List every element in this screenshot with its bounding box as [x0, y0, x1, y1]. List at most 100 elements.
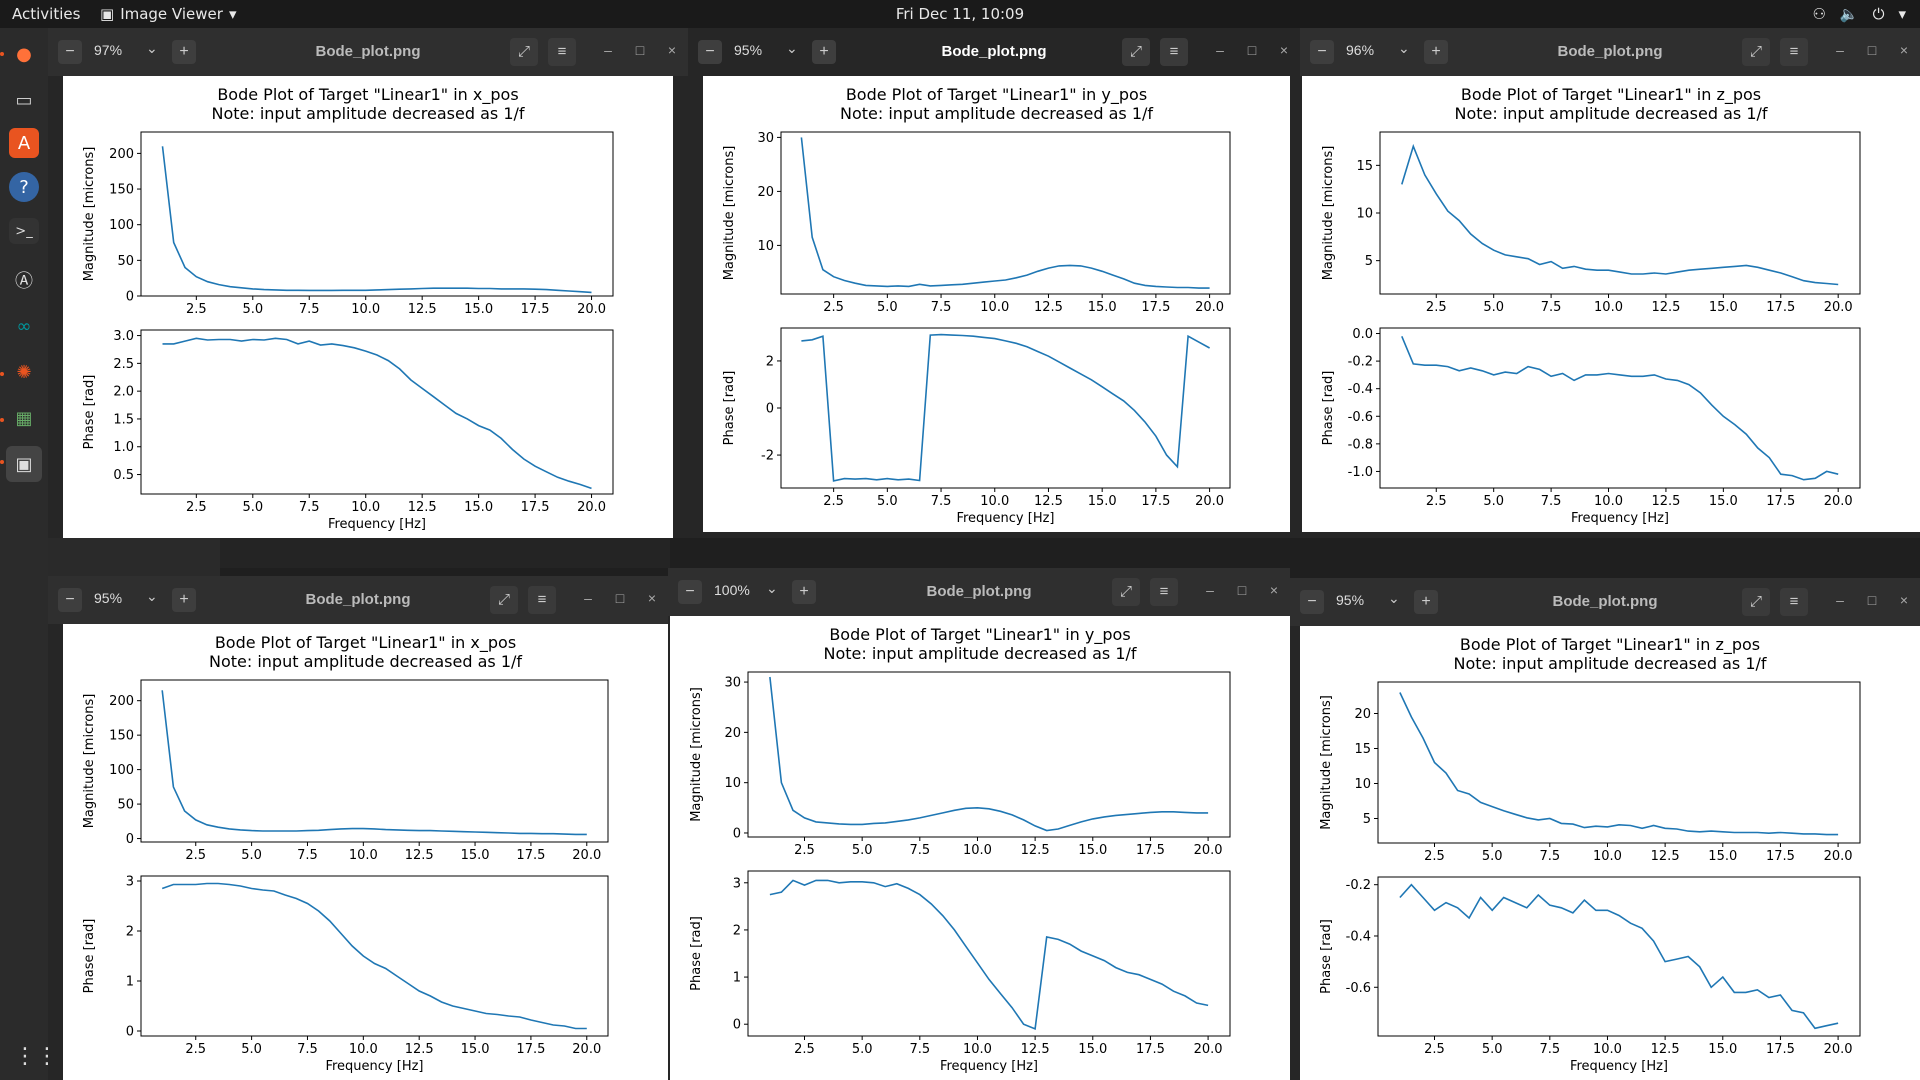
zoom-out-button[interactable]: − [58, 40, 82, 64]
zoom-out-button[interactable]: − [58, 588, 82, 612]
zoom-level[interactable]: 97% [94, 42, 123, 58]
firefox-icon[interactable]: ● [16, 43, 32, 65]
menu-button[interactable]: ≡ [1780, 38, 1808, 66]
clock[interactable]: Fri Dec 11, 10:09 [895, 5, 1025, 23]
app-menu[interactable]: ▣ Image Viewer ▾ [100, 5, 236, 23]
maximize-icon[interactable]: □ [1237, 582, 1247, 598]
image-viewer-window[interactable]: −95% ⌄ + Bode_plot.png ⤢ ≡ – □ × Bode Plot of Tar… [1290, 578, 1920, 1080]
accessibility-icon[interactable]: ⚇ [1812, 5, 1826, 23]
image-viewport[interactable]: Bode Plot of Target "Linear1" in y_pos No… [668, 616, 1290, 1080]
fullscreen-button[interactable]: ⤢ [490, 586, 518, 614]
fullscreen-button[interactable]: ⤢ [1742, 588, 1770, 616]
settings-gear-icon[interactable]: ✺ [16, 361, 32, 383]
close-icon[interactable]: × [1279, 42, 1289, 58]
minimize-icon[interactable]: – [1836, 42, 1844, 58]
system-tray[interactable]: ⚇ 🔈 ⏻ ▾ [1812, 5, 1906, 23]
x-tick-label: 10.0 [1594, 494, 1623, 509]
image-viewport[interactable]: Bode Plot of Target "Linear1" in x_pos No… [48, 624, 668, 1080]
maximize-icon[interactable]: □ [1867, 592, 1877, 608]
close-icon[interactable]: × [1899, 42, 1909, 58]
maximize-icon[interactable]: □ [1247, 42, 1257, 58]
image-viewer-icon[interactable]: ▣ [6, 446, 42, 482]
zoom-out-button[interactable]: − [1310, 40, 1334, 64]
minimize-icon[interactable]: – [584, 590, 592, 606]
y-tick-label: -0.2 [1348, 355, 1373, 370]
zoom-in-button[interactable]: + [172, 40, 196, 64]
menu-button[interactable]: ≡ [1150, 578, 1178, 606]
x-tick-label: 15.0 [1709, 300, 1738, 315]
terminal-icon[interactable]: >_ [9, 218, 39, 244]
x-tick-label: 5.0 [877, 494, 898, 509]
zoom-out-button[interactable]: − [698, 40, 722, 64]
files-icon[interactable]: ▭ [15, 89, 33, 111]
magnitude-axes-frame [140, 131, 614, 297]
image-viewport[interactable]: Bode Plot of Target "Linear1" in x_pos No… [48, 76, 688, 538]
image-viewer-window[interactable]: −97% ⌄ + Bode_plot.png ⤢ ≡ – □ × Bode Plot of Tar… [48, 28, 688, 538]
close-icon[interactable]: × [1899, 592, 1909, 608]
zoom-level[interactable]: 95% [1336, 592, 1365, 608]
minimize-icon[interactable]: – [1206, 582, 1214, 598]
updater-icon[interactable]: Ⓐ [15, 271, 33, 292]
zoom-out-button[interactable]: − [1300, 590, 1324, 614]
activities-button[interactable]: Activities [12, 5, 81, 23]
zoom-level[interactable]: 95% [94, 590, 123, 606]
chevron-down-icon[interactable]: ⌄ [146, 40, 158, 56]
maximize-icon[interactable]: □ [615, 590, 625, 606]
minimize-icon[interactable]: – [1216, 42, 1224, 58]
chevron-down-icon[interactable]: ⌄ [1388, 590, 1400, 606]
chevron-down-icon[interactable]: ⌄ [146, 588, 158, 604]
volume-icon[interactable]: 🔈 [1839, 5, 1859, 23]
image-viewer-window[interactable]: −96% ⌄ + Bode_plot.png ⤢ ≡ – □ × Bode Plot of Tar… [1300, 28, 1920, 538]
zoom-level[interactable]: 95% [734, 42, 763, 58]
zoom-level[interactable]: 100% [714, 582, 750, 598]
zoom-in-button[interactable]: + [792, 580, 816, 604]
maximize-icon[interactable]: □ [635, 42, 645, 58]
close-icon[interactable]: × [667, 42, 677, 58]
menu-button[interactable]: ≡ [1160, 38, 1188, 66]
image-viewport[interactable]: Bode Plot of Target "Linear1" in z_pos No… [1290, 626, 1920, 1080]
chevron-down-icon[interactable]: ▾ [1898, 5, 1906, 23]
chart-title-line: Bode Plot of Target "Linear1" in z_pos [1461, 85, 1761, 105]
image-viewer-window[interactable]: −95% ⌄ + Bode_plot.png ⤢ ≡ – □ × Bode Plot of Tar… [688, 28, 1300, 538]
zoom-in-button[interactable]: + [812, 40, 836, 64]
maximize-icon[interactable]: □ [1867, 42, 1877, 58]
y-tick-label: 1.0 [113, 440, 134, 455]
circuit-board-icon[interactable]: ▦ [15, 407, 33, 429]
zoom-in-button[interactable]: + [172, 588, 196, 612]
zoom-out-button[interactable]: − [678, 580, 702, 604]
arduino-icon[interactable]: ∞ [16, 315, 32, 337]
x-tick-label: 12.5 [1034, 494, 1063, 509]
zoom-in-button[interactable]: + [1424, 40, 1448, 64]
header-bar: −95% ⌄ + Bode_plot.png ⤢ ≡ – □ × [48, 576, 668, 624]
magnitude-series-line [769, 676, 1209, 832]
fullscreen-button[interactable]: ⤢ [510, 38, 538, 66]
minimize-icon[interactable]: – [1836, 592, 1844, 608]
zoom-level[interactable]: 96% [1346, 42, 1375, 58]
x-tick-label: 15.0 [1078, 1042, 1107, 1057]
power-icon[interactable]: ⏻ [1872, 5, 1885, 23]
y-tick-label: -1.0 [1348, 465, 1373, 480]
image-viewport[interactable]: Bode Plot of Target "Linear1" in z_pos No… [1300, 76, 1920, 538]
fullscreen-button[interactable]: ⤢ [1122, 38, 1150, 66]
minimize-icon[interactable]: – [604, 42, 612, 58]
image-viewport[interactable]: Bode Plot of Target "Linear1" in y_pos No… [688, 76, 1300, 538]
menu-button[interactable]: ≡ [1780, 588, 1808, 616]
chevron-down-icon[interactable]: ⌄ [766, 580, 778, 596]
chevron-down-icon[interactable]: ⌄ [786, 40, 798, 56]
image-viewer-window[interactable]: −100% ⌄ + Bode_plot.png ⤢ ≡ – □ × Bode Plot of Ta… [668, 568, 1290, 1080]
fullscreen-button[interactable]: ⤢ [1742, 38, 1770, 66]
image-viewer-window[interactable]: −95% ⌄ + Bode_plot.png ⤢ ≡ – □ × Bode Plot of Tar… [48, 576, 668, 1080]
chevron-down-icon[interactable]: ⌄ [1398, 40, 1410, 56]
magnitude-axes-frame [140, 679, 609, 843]
y-tick-label: 2.0 [113, 385, 134, 400]
help-icon[interactable]: ? [9, 172, 39, 202]
x-tick-label: 15.0 [1708, 1042, 1737, 1057]
close-icon[interactable]: × [1269, 582, 1279, 598]
x-tick-label: 10.0 [349, 1042, 378, 1057]
software-center-icon[interactable]: A [9, 128, 39, 158]
close-icon[interactable]: × [647, 590, 657, 606]
fullscreen-button[interactable]: ⤢ [1112, 578, 1140, 606]
menu-button[interactable]: ≡ [548, 38, 576, 66]
zoom-in-button[interactable]: + [1414, 590, 1438, 614]
menu-button[interactable]: ≡ [528, 586, 556, 614]
